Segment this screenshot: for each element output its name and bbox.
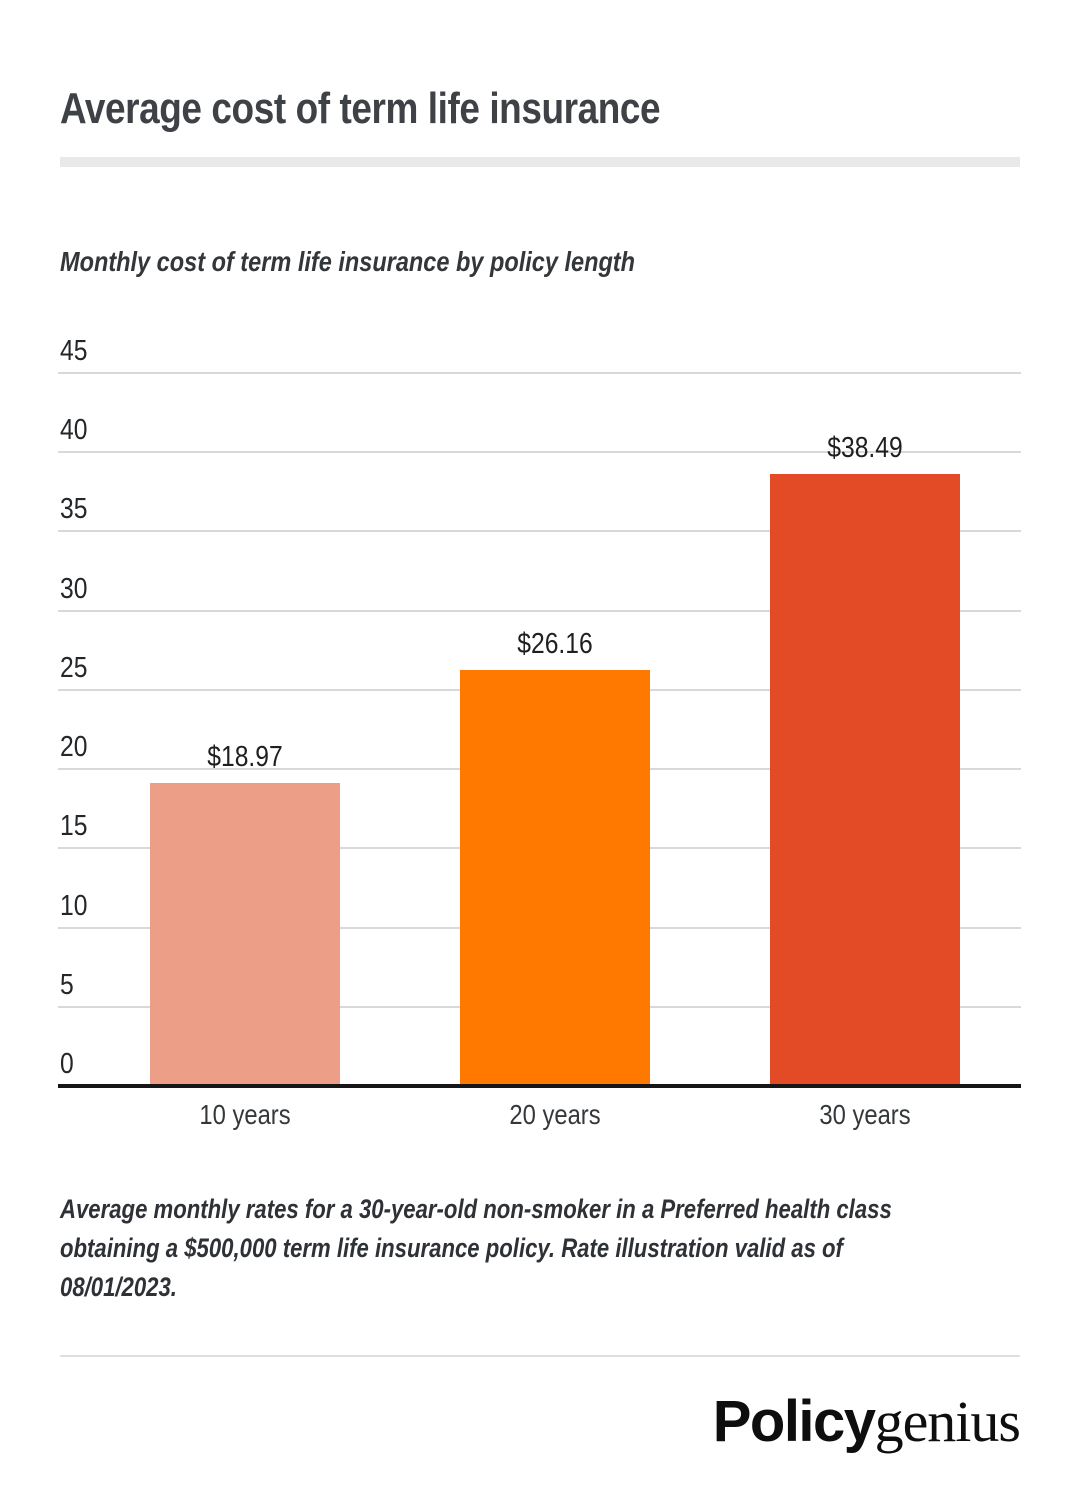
gridline (58, 451, 1021, 454)
x-tick-label: 20 years (509, 1099, 601, 1130)
y-tick-label: 40 (60, 414, 88, 447)
y-tick-label: 35 (60, 493, 88, 526)
chart-subtitle: Monthly cost of term life insurance by p… (60, 246, 636, 277)
footnote: Average monthly rates for a 30-year-old … (60, 1190, 1074, 1307)
logo-policy-part: Policy (712, 1389, 876, 1454)
footnote-line: Average monthly rates for a 30-year-old … (60, 1194, 892, 1224)
y-tick-label: 45 (60, 335, 88, 367)
bar-value-label: $18.97 (207, 741, 283, 774)
x-axis-line (58, 1084, 1021, 1088)
bar-value-label: $26.16 (517, 627, 593, 660)
gridline (58, 372, 1021, 374)
y-tick-label: 10 (60, 889, 88, 922)
footnote-line: obtaining a $500,000 term life insurance… (60, 1233, 843, 1263)
logo-genius-part: genius (874, 1389, 1021, 1454)
bar-value-label: $38.49 (827, 432, 903, 465)
y-tick-label: 15 (60, 810, 88, 843)
gridline (58, 609, 1021, 612)
y-tick-label: 5 (60, 968, 74, 1001)
page-title: Average cost of term life insurance (60, 84, 661, 133)
policygenius-logo: Policygenius (712, 1388, 1021, 1455)
footer-divider (60, 1355, 1020, 1357)
y-tick-label: 30 (60, 572, 88, 605)
y-tick-label: 0 (60, 1048, 74, 1080)
y-tick-label: 25 (60, 651, 88, 684)
x-tick-label: 10 years (199, 1099, 291, 1130)
gridline (58, 530, 1021, 533)
x-tick-label: 30 years (819, 1099, 911, 1130)
footnote-line: 08/01/2023. (60, 1272, 177, 1302)
bar-20-years (460, 669, 650, 1084)
title-divider (60, 157, 1020, 167)
y-tick-label: 20 (60, 731, 88, 764)
bar-10-years (150, 783, 340, 1084)
bar-30-years (770, 474, 960, 1084)
